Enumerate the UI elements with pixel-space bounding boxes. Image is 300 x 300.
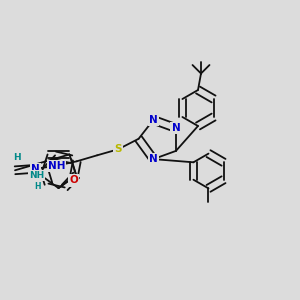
Text: N: N (149, 115, 158, 125)
Text: H: H (34, 182, 40, 191)
Text: N: N (31, 164, 40, 174)
Text: N: N (149, 154, 158, 164)
Text: S: S (115, 144, 122, 154)
Text: O: O (69, 176, 78, 185)
Text: NH: NH (48, 161, 65, 171)
Text: N: N (172, 123, 180, 133)
Text: H: H (13, 153, 20, 162)
Text: NH: NH (29, 171, 44, 180)
